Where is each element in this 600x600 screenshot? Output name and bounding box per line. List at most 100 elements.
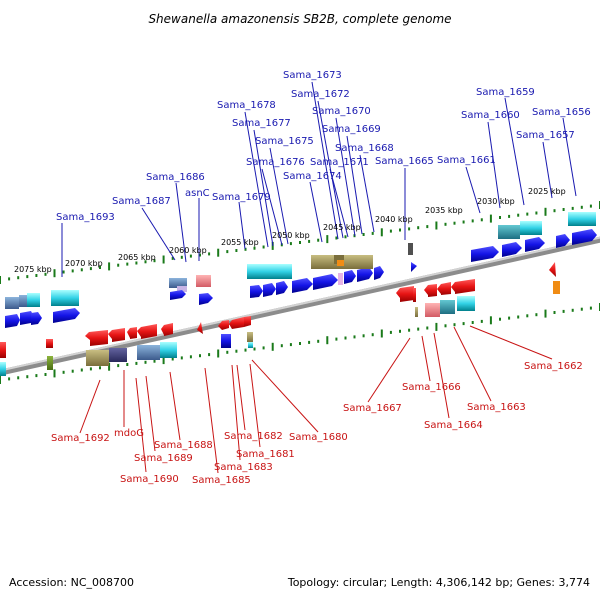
minor-tick <box>471 219 474 223</box>
gene-label: Sama_1665 <box>375 156 434 167</box>
minor-tick <box>26 275 29 279</box>
connector-line <box>453 326 492 402</box>
minor-tick <box>526 314 529 318</box>
gene-label: Sama_1670 <box>312 106 371 117</box>
minor-tick <box>289 343 292 347</box>
minor-tick <box>471 321 474 324</box>
connector-line <box>359 154 375 233</box>
minor-tick <box>335 236 338 240</box>
scale-label: 2035 kbp <box>425 206 463 215</box>
minor-tick <box>371 333 374 337</box>
minor-tick <box>535 313 538 317</box>
major-tick <box>489 316 492 325</box>
major-tick <box>326 235 329 244</box>
minor-tick <box>589 204 592 208</box>
minor-tick <box>189 254 192 258</box>
minor-tick <box>526 212 529 216</box>
minor-tick <box>580 307 583 311</box>
minor-tick <box>89 367 92 371</box>
major-tick <box>0 276 1 284</box>
connector-line <box>135 377 147 473</box>
gene-label: Sama_1674 <box>283 171 342 182</box>
minor-tick <box>71 269 74 273</box>
minor-tick <box>344 336 347 340</box>
minor-tick <box>35 274 38 277</box>
minor-tick <box>462 322 465 326</box>
minor-tick <box>280 344 283 348</box>
minor-tick <box>308 239 311 243</box>
lower-gene-labels: Sama_1692 mdoG Sama_1690 Sama_1689 Sama_… <box>51 361 583 486</box>
minor-tick <box>344 235 347 239</box>
gene-block <box>160 342 177 358</box>
connector-line <box>253 129 274 247</box>
gene-block <box>137 345 160 360</box>
scale-label: 2040 kbp <box>375 215 413 224</box>
major-tick <box>217 349 220 358</box>
gene-block <box>247 332 253 342</box>
gene-arrow <box>276 281 288 295</box>
gene-arrow <box>263 283 276 297</box>
connector-line <box>542 141 553 199</box>
gene-label: Sama_1679 <box>212 192 271 203</box>
minor-tick <box>62 370 65 374</box>
gene-block <box>413 288 416 302</box>
minor-tick <box>517 315 520 319</box>
major-tick <box>380 228 383 237</box>
gene-label: Sama_1678 <box>217 100 276 111</box>
minor-tick <box>244 348 247 352</box>
gene-label: Sama_1673 <box>283 70 342 81</box>
major-tick <box>489 214 492 223</box>
connector-line <box>141 207 176 261</box>
minor-tick <box>35 374 38 378</box>
gene-arrow <box>244 316 251 327</box>
minor-tick <box>117 364 120 368</box>
gene-arrow <box>502 242 522 257</box>
gene-arrow <box>374 266 384 280</box>
minor-tick <box>199 253 201 257</box>
minor-tick <box>226 350 229 354</box>
minor-tick <box>17 376 20 380</box>
minor-tick <box>399 228 401 232</box>
connector-line <box>421 335 431 382</box>
connector-line <box>504 97 525 206</box>
minor-tick <box>99 266 101 269</box>
minor-tick <box>453 221 456 225</box>
gene-arrow <box>137 324 157 339</box>
minor-tick <box>553 209 556 213</box>
gene-block <box>196 275 211 287</box>
gene-label: Sama_1689 <box>134 453 193 464</box>
minor-tick <box>317 238 320 242</box>
gene-arrow <box>471 246 499 262</box>
connector-line <box>249 363 261 448</box>
connector-line <box>335 117 356 237</box>
gene-arrow <box>53 308 80 323</box>
scale-label: 2060 kbp <box>169 246 207 255</box>
gene-label: Sama_1688 <box>154 440 213 451</box>
scale-label: 2065 kbp <box>118 253 156 262</box>
gene-block <box>425 303 440 317</box>
minor-tick <box>208 353 211 357</box>
minor-tick <box>117 263 120 267</box>
minor-tick <box>389 229 392 233</box>
gene-block <box>248 342 253 348</box>
gene-label: Sama_1661 <box>437 155 496 166</box>
minor-tick <box>399 329 401 333</box>
minor-tick <box>244 247 247 251</box>
gene-label: Sama_1656 <box>532 107 591 118</box>
gene-label: asnC <box>185 188 210 199</box>
gene-block <box>47 356 53 370</box>
gene-label: Sama_1683 <box>214 462 273 473</box>
minor-tick <box>480 218 483 222</box>
connector-line <box>367 337 411 403</box>
minor-tick <box>89 267 92 271</box>
gene-label: Sama_1671 <box>310 157 369 168</box>
minor-tick <box>135 361 138 365</box>
major-tick <box>217 248 220 257</box>
backbone-frame <box>0 205 600 407</box>
connector-line <box>204 367 219 474</box>
connector-line <box>175 182 187 263</box>
gene-arrow <box>357 267 373 282</box>
minor-tick <box>571 308 574 312</box>
gene-label: Sama_1666 <box>402 382 461 393</box>
